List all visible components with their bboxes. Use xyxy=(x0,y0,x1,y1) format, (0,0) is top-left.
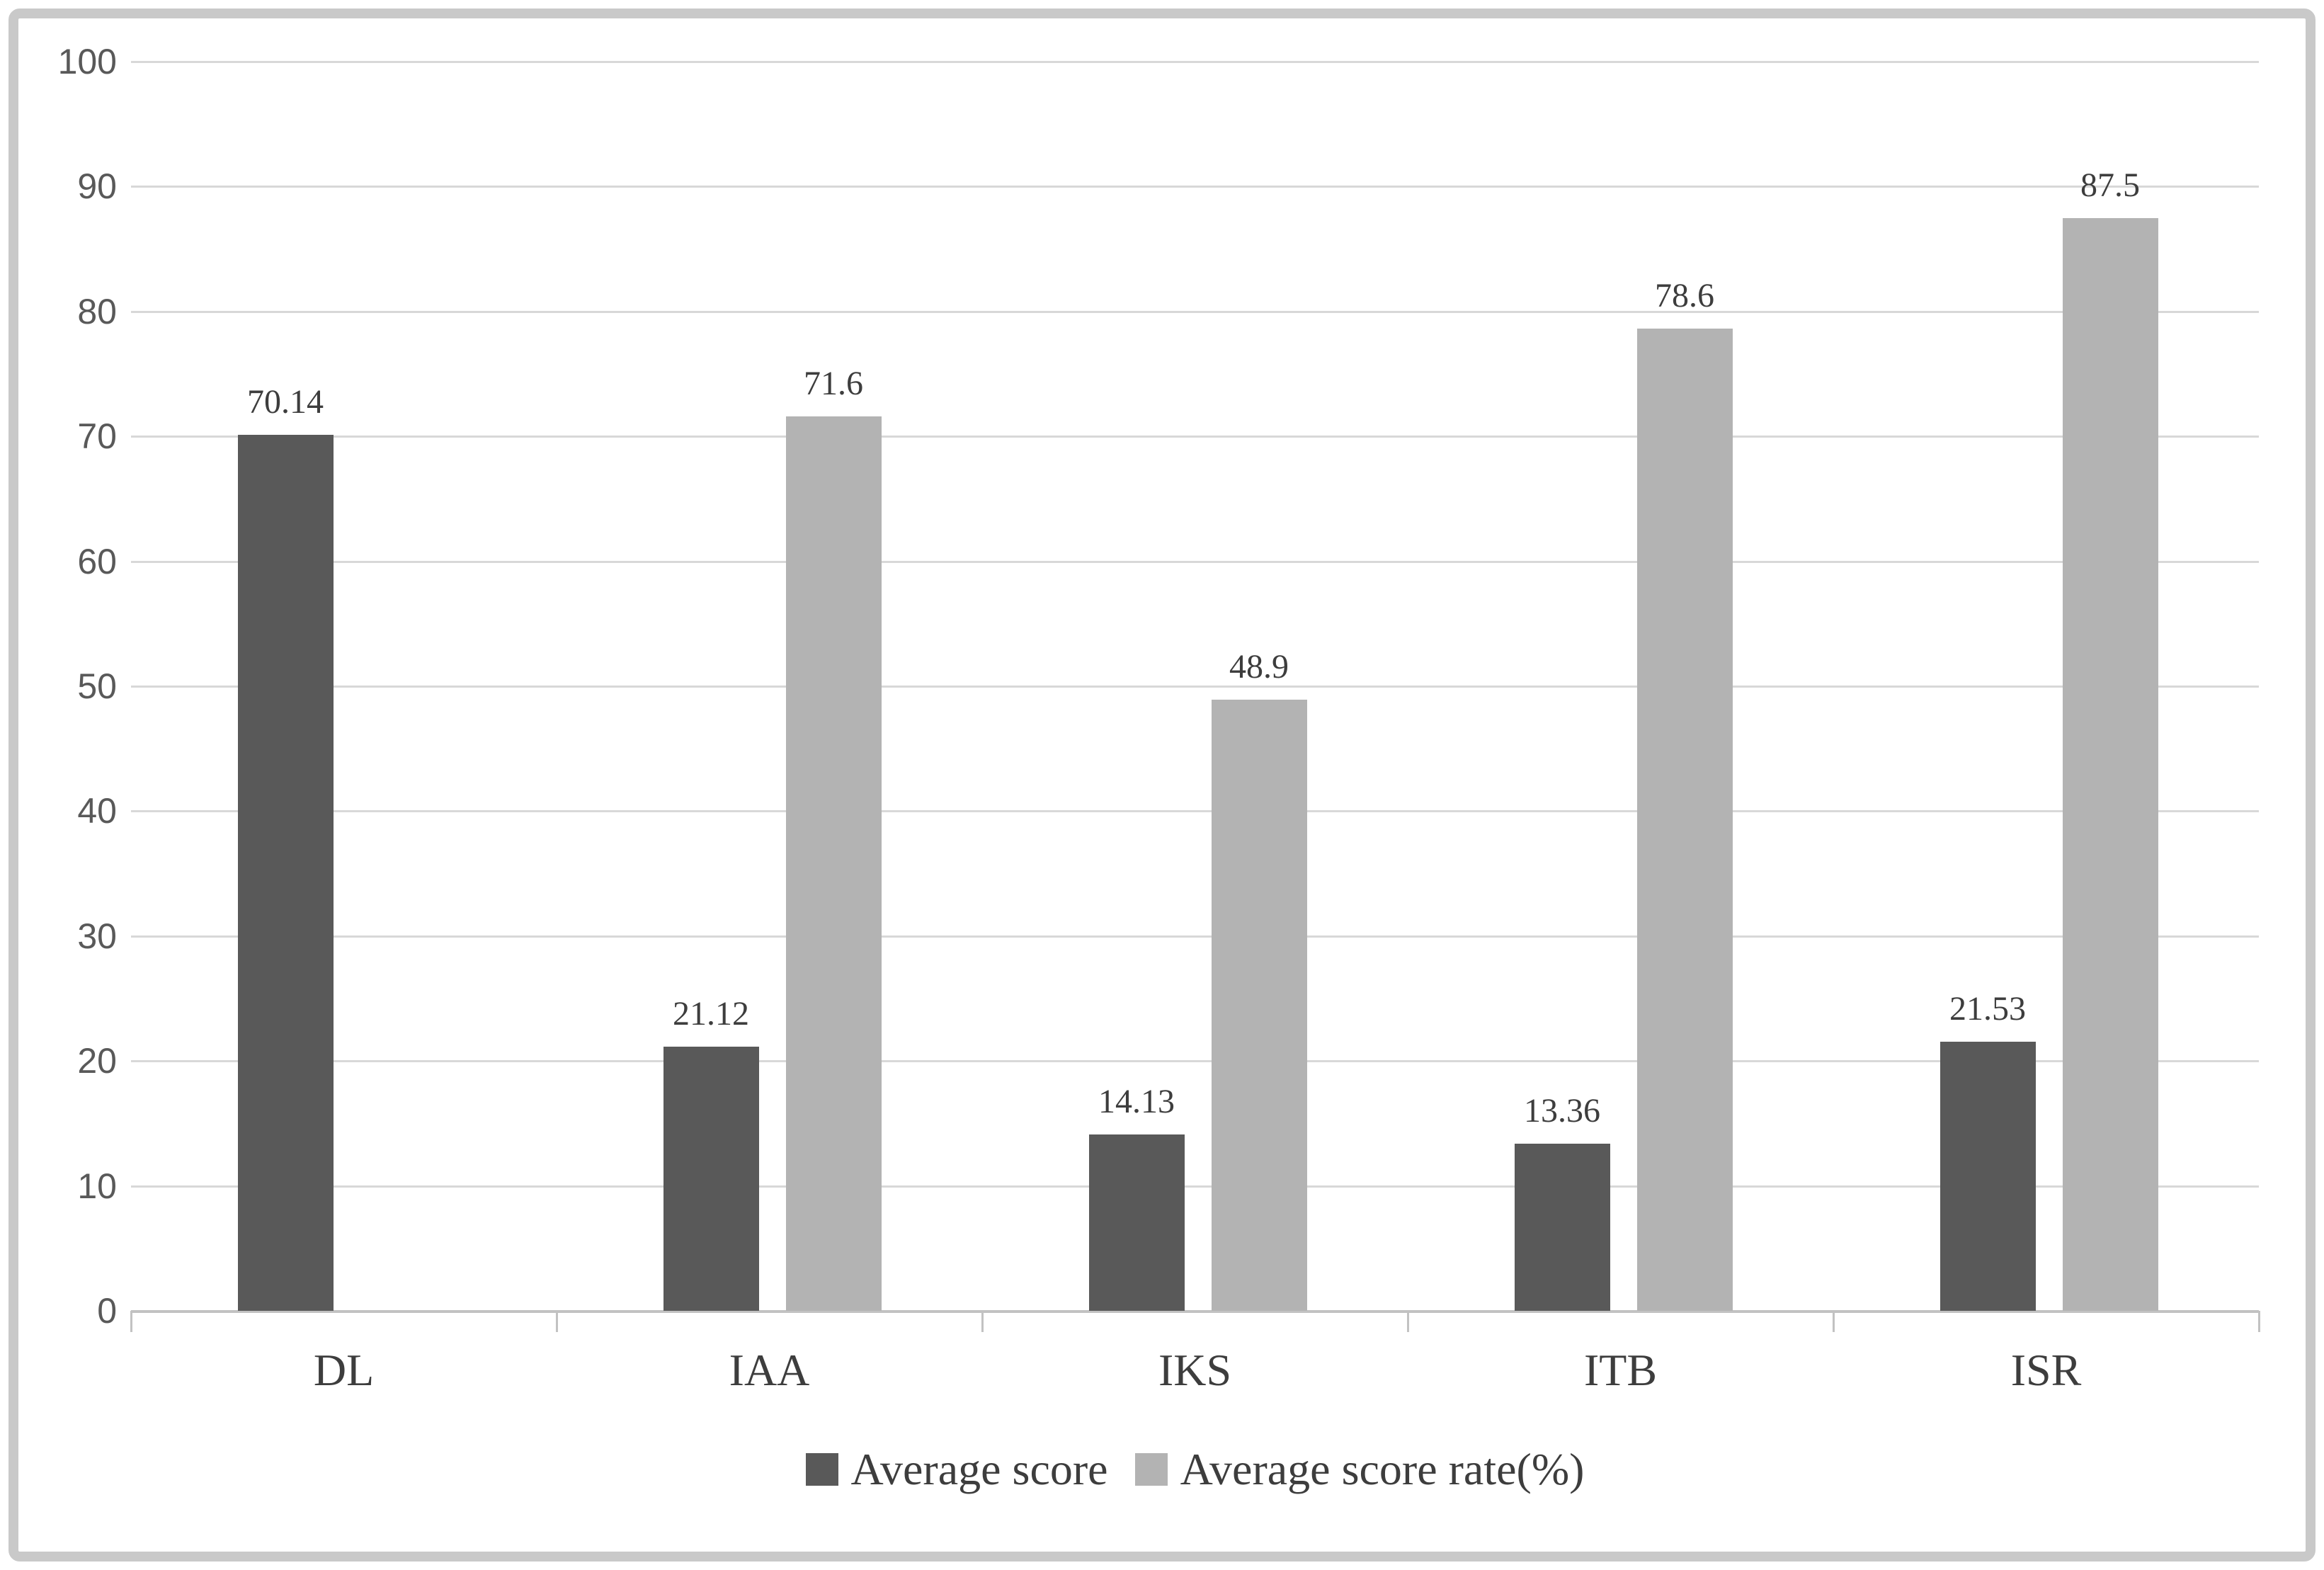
y-axis-label-90: 90 xyxy=(77,166,117,207)
x-axis-label-dl: DL xyxy=(313,1345,375,1395)
bar-iks-score xyxy=(1088,1134,1185,1311)
x-axis-label-iaa: IAA xyxy=(729,1345,810,1395)
bar-label-iks-score: 14.13 xyxy=(1098,1082,1175,1120)
x-axis-label-itb: ITB xyxy=(1583,1345,1658,1395)
bar-itb-rate xyxy=(1636,329,1733,1311)
gridline-100 xyxy=(131,61,2259,63)
plot-area: 70.14 21.12 71.6 14.13 48.9 13.36 78.6 21.53 87.… xyxy=(131,61,2259,1313)
bar-iks-rate xyxy=(1211,700,1307,1311)
y-axis-label-20: 20 xyxy=(77,1041,117,1081)
bar-label-isr-score: 21.53 xyxy=(1949,990,2026,1028)
legend-swatch-average-score xyxy=(805,1453,838,1486)
x-axis-tick xyxy=(1833,1311,1835,1332)
gridline-70 xyxy=(131,436,2259,438)
bar-isr-score xyxy=(1939,1042,2036,1311)
x-axis-line xyxy=(131,1310,2259,1313)
bar-label-itb-score: 13.36 xyxy=(1524,1092,1600,1130)
bar-label-itb-rate: 78.6 xyxy=(1655,277,1714,315)
x-axis-label-isr: ISR xyxy=(2010,1345,2082,1395)
bar-label-dl-score: 70.14 xyxy=(247,382,324,421)
gridline-60 xyxy=(131,560,2259,563)
x-axis-tick xyxy=(1407,1311,1409,1332)
y-axis-label-10: 10 xyxy=(77,1166,117,1206)
y-axis-label-0: 0 xyxy=(97,1291,117,1331)
gridline-90 xyxy=(131,186,2259,188)
legend-swatch-average-score-rate xyxy=(1134,1453,1168,1486)
y-axis-label-50: 50 xyxy=(77,666,117,706)
bar-label-iks-rate: 48.9 xyxy=(1229,648,1289,686)
x-axis-tick xyxy=(130,1311,132,1332)
bar-iaa-score xyxy=(663,1047,759,1311)
y-axis-label-30: 30 xyxy=(77,916,117,956)
bar-dl-score xyxy=(237,434,334,1311)
legend: Average score Average score rate(%) xyxy=(131,1443,2259,1496)
gridline-50 xyxy=(131,686,2259,688)
gridline-40 xyxy=(131,810,2259,813)
bar-label-iaa-rate: 71.6 xyxy=(804,364,863,402)
bar-label-iaa-score: 21.12 xyxy=(673,995,749,1033)
legend-item-average-score-rate: Average score rate(%) xyxy=(1134,1443,1585,1496)
gridline-30 xyxy=(131,935,2259,938)
x-axis-tick xyxy=(2258,1311,2260,1332)
x-axis-tick xyxy=(556,1311,558,1332)
y-axis-label-100: 100 xyxy=(57,42,117,81)
legend-item-average-score: Average score xyxy=(805,1443,1108,1496)
y-axis-label-60: 60 xyxy=(77,541,117,581)
y-axis-label-40: 40 xyxy=(77,791,117,831)
gridline-80 xyxy=(131,310,2259,313)
gridline-20 xyxy=(131,1060,2259,1063)
bar-label-isr-rate: 87.5 xyxy=(2080,166,2140,204)
bar-isr-rate xyxy=(2062,217,2158,1311)
bar-iaa-rate xyxy=(785,416,882,1311)
bar-itb-score xyxy=(1514,1144,1610,1311)
y-axis-label-80: 80 xyxy=(77,291,117,331)
legend-label-average-score-rate: Average score rate(%) xyxy=(1180,1444,1585,1494)
gridline-10 xyxy=(131,1185,2259,1188)
legend-label-average-score: Average score xyxy=(850,1444,1108,1494)
x-axis-tick xyxy=(981,1311,984,1332)
x-axis-label-iks: IKS xyxy=(1158,1345,1232,1395)
y-axis-label-70: 70 xyxy=(77,416,117,457)
